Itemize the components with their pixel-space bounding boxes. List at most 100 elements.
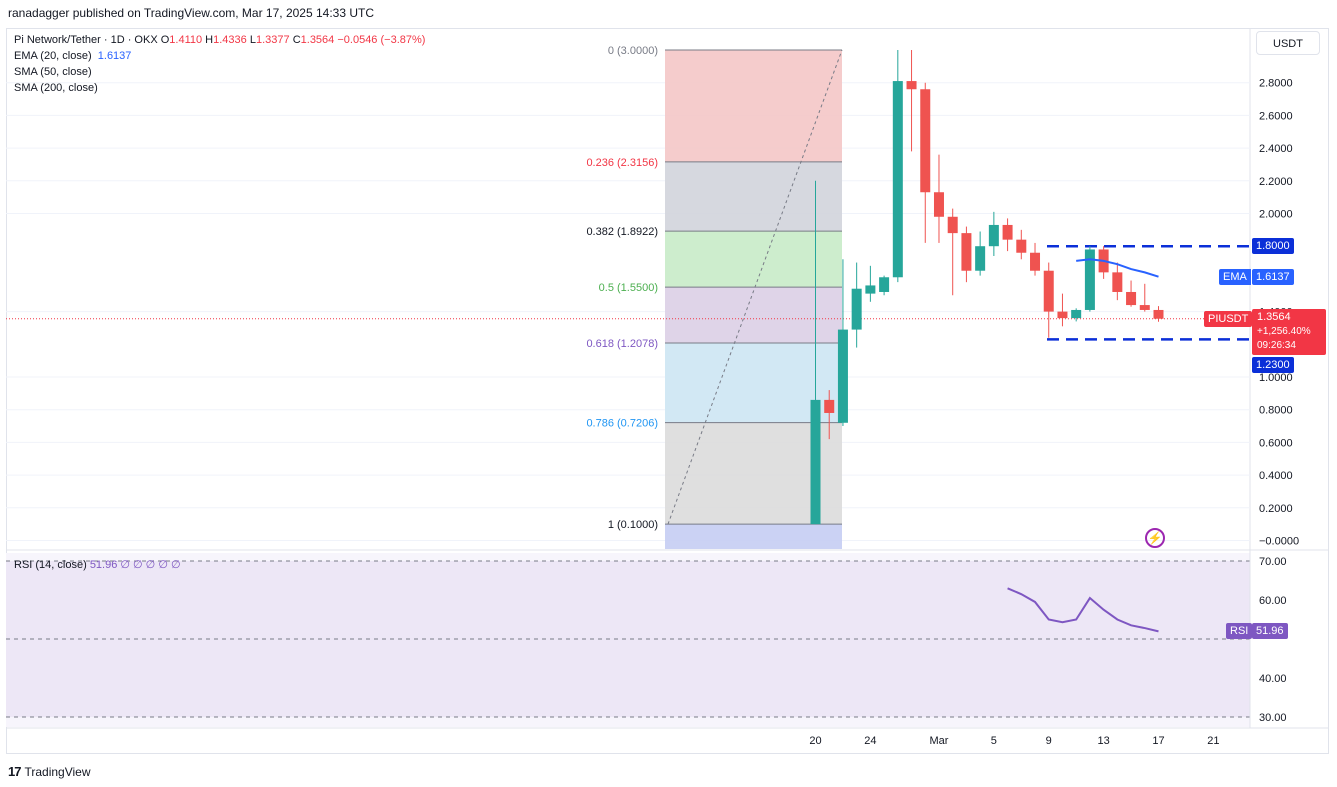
rsi-legend[interactable]: RSI (14, close) 51.96 ∅ ∅ ∅ ∅ ∅ [14,557,181,573]
candle-body [1139,305,1150,310]
ema-legend-label: EMA (20, close) [14,50,92,62]
fib-zone-0.382 [665,231,842,288]
tradingview-logo-icon: 17 [8,764,22,779]
rsi-band [6,561,1250,717]
ema-legend-value: 1.6137 [97,50,132,62]
price-tick-label: 0.8000 [1259,405,1293,417]
fib-trend-line [667,49,843,525]
time-tick-label: 24 [864,735,876,747]
fib-label-1: 1 (0.1000) [608,519,658,531]
price-tick-label: −0.0000 [1259,536,1299,548]
fib-zone-0.236 [665,161,842,232]
fib-label-0: 0 (3.0000) [608,45,658,57]
ohlc-close: 1.3564 [300,34,335,46]
support-price-tag: 1.2300 [1252,357,1294,373]
candle-body [933,192,944,217]
rsi-tick-label: 60.00 [1259,595,1287,607]
footer-brand: TradingView [24,764,91,779]
candle-body [1084,249,1095,310]
ema-legend[interactable]: EMA (20, close) 1.6137 [14,48,131,64]
price-tick-label: 1.0000 [1259,372,1293,384]
fib-label-0.382: 0.382 (1.8922) [586,226,658,238]
rsi-name-tag: RSI [1226,623,1253,639]
symbol-name-tag: PIUSDT [1204,311,1253,327]
ema-price-tag: 1.6137 [1252,269,1294,285]
candle-body [1112,272,1123,292]
candle-body [920,89,931,193]
fib-zone-0.5 [665,287,842,344]
candle-body [961,233,972,271]
rsi-legend-extra: ∅ ∅ ∅ ∅ ∅ [120,559,181,571]
symbol-legend: Pi Network/Tether · 1D · OKX O1.4110 H1.… [14,32,425,48]
price-tick-label: 2.2000 [1259,176,1293,188]
symbol-title[interactable]: Pi Network/Tether · 1D · OKX [14,34,158,46]
candle-body [892,81,903,278]
candle-body [1071,309,1082,319]
ohlc-c-label: C [292,34,301,46]
publisher-caption: ranadagger published on TradingView.com,… [8,6,375,20]
time-tick-label: 20 [809,735,821,747]
candle-body [906,81,917,90]
candle-body [947,216,958,234]
candle-body [975,246,986,271]
fib-label-0.618: 0.618 (1.2078) [586,338,658,350]
last-price: 1.3564 [1257,311,1291,323]
rsi-legend-label: RSI (14, close) [14,559,87,571]
price-tick-label: 2.0000 [1259,209,1293,221]
fib-zone-1 [665,524,842,549]
ema-line [1076,258,1159,278]
ohlc-l-label: L [249,34,256,46]
time-tick-label: 21 [1207,735,1219,747]
ohlc-low: 1.3377 [255,34,290,46]
fib-zone-0 [665,50,842,162]
fib-label-0.236: 0.236 (2.3156) [586,157,658,169]
sma200-legend[interactable]: SMA (200, close) [14,82,98,94]
candle-body [1126,291,1137,306]
candle-body [1153,309,1164,319]
time-tick-label: 13 [1097,735,1109,747]
candle-body [851,288,862,330]
ohlc-open: 1.4110 [169,34,203,46]
candle-body [865,285,876,294]
time-tick-label: 9 [1046,735,1052,747]
time-tick-label: Mar [930,735,949,747]
price-tick-label: 0.2000 [1259,503,1293,515]
resistance-price-tag: 1.8000 [1252,238,1294,254]
price-tick-label: 0.4000 [1259,470,1293,482]
price-change-percent: +1,256.40% [1257,326,1311,337]
sma50-legend[interactable]: SMA (50, close) [14,66,92,78]
rsi-value-tag: 51.96 [1252,623,1288,639]
footer: 17 TradingView [8,764,91,779]
price-tick-label: 2.6000 [1259,110,1293,122]
candle-body [1016,239,1027,253]
candle-countdown: 09:26:34 [1257,340,1296,351]
time-tick-label: 17 [1152,735,1164,747]
candle-body [1030,252,1041,271]
ohlc-h-label: H [205,34,214,46]
ohlc-change: −0.0546 (−3.87%) [337,34,426,46]
currency-button[interactable]: USDT [1256,31,1320,55]
ohlc-high: 1.4336 [213,34,247,46]
price-tick-label: 2.8000 [1259,78,1293,90]
rsi-tick-label: 30.00 [1259,712,1287,724]
price-tick-label: 0.6000 [1259,437,1293,449]
candle-body [1043,270,1054,312]
ohlc-o-label: O [160,34,170,46]
candle-body [837,329,848,423]
rsi-legend-value: 51.96 [89,559,118,571]
candle-body [824,399,835,413]
candle-body [879,277,890,292]
price-tick-label: 2.4000 [1259,143,1293,155]
lightning-icon[interactable]: ⚡ [1145,528,1165,548]
candle-body [810,399,821,525]
rsi-tick-label: 70.00 [1259,556,1287,568]
fib-label-0.5: 0.5 (1.5500) [599,282,658,294]
last-price-box: 1.3564 +1,256.40% 09:26:34 [1252,309,1326,355]
rsi-tick-label: 40.00 [1259,673,1287,685]
time-tick-label: 5 [991,735,997,747]
fib-label-0.786: 0.786 (0.7206) [586,418,658,430]
ema-name-tag: EMA [1219,269,1251,285]
candle-body [988,224,999,247]
candle-body [1057,311,1068,319]
